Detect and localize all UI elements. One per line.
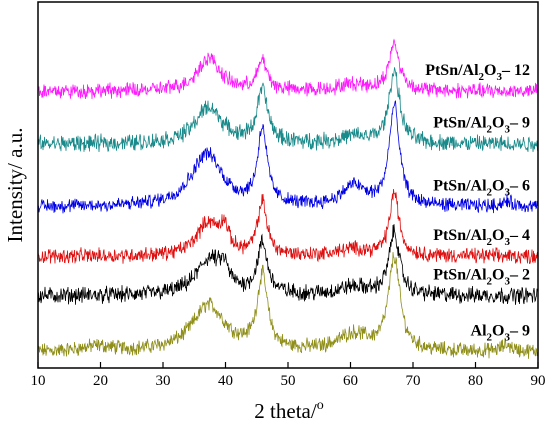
x-tick-label: 60 (343, 373, 358, 389)
series-line-5 (37, 38, 539, 100)
x-axis-title-degree: o (317, 398, 324, 413)
x-tick-label: 50 (281, 373, 296, 389)
series-layer (37, 38, 539, 359)
series-label-4: PtSn/Al2O3– 9 (433, 115, 530, 136)
series-line-2 (37, 188, 539, 265)
series-label-5: PtSn/Al2O3– 12 (425, 62, 530, 83)
series-line-4 (37, 67, 539, 153)
x-axis-title-text: 2 theta/ (254, 399, 317, 423)
x-tick-label: 40 (218, 373, 233, 389)
x-tick-label: 20 (93, 373, 108, 389)
x-axis-title: 2 theta/o (254, 398, 323, 423)
series-label-0: Al2O3– 9 (471, 323, 530, 344)
series-label-1: PtSn/Al2O3– 2 (433, 266, 530, 287)
series-label-3: PtSn/Al2O3– 6 (433, 177, 530, 198)
series-line-1 (37, 224, 539, 305)
x-tick-label: 70 (406, 373, 421, 389)
x-tick-label: 80 (468, 373, 483, 389)
y-axis-title: Intensity/ a.u. (3, 128, 27, 243)
x-tick-label: 10 (31, 373, 46, 389)
series-line-0 (37, 252, 538, 359)
x-tick-label: 30 (156, 373, 171, 389)
x-ticks: 10 20 30 40 50 60 70 80 90 (31, 362, 546, 389)
x-tick-label: 90 (531, 373, 546, 389)
series-label-2: PtSn/Al2O3– 4 (433, 227, 530, 248)
series-labels: Al2O3– 9 PtSn/Al2O3– 2 PtSn/Al2O3– 4 PtSn/A… (425, 62, 530, 344)
series-line-3 (37, 100, 539, 214)
